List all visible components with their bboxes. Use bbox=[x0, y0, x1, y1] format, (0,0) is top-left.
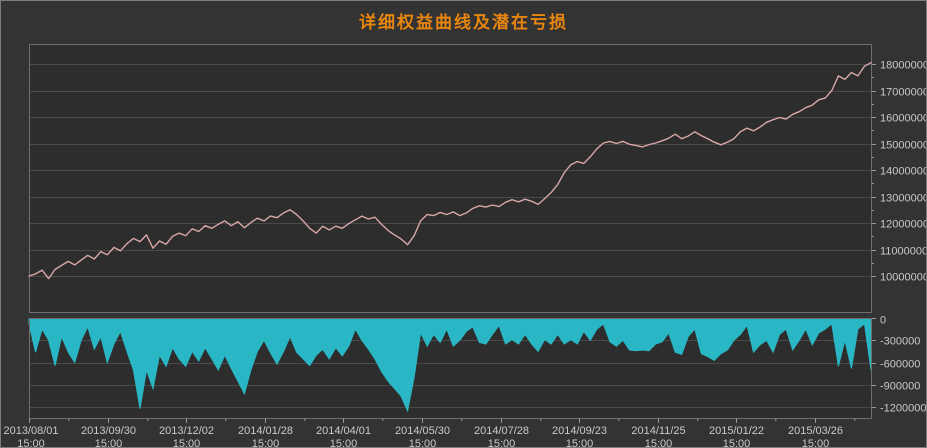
x-tick-label-date: 2013/08/01 bbox=[3, 425, 58, 437]
y-tick-label: 17000000 bbox=[880, 87, 927, 99]
y-tick-label: 13000000 bbox=[880, 193, 927, 205]
x-tick-label-time: 15:00 bbox=[566, 438, 594, 448]
x-tick-label-time: 15:00 bbox=[488, 438, 516, 448]
x-tick-label-date: 2014/04/01 bbox=[316, 425, 371, 437]
chart-title: 详细权益曲线及潜在亏损 bbox=[359, 13, 568, 32]
x-tick-label-date: 2014/07/28 bbox=[474, 425, 529, 437]
x-tick-label-date: 2013/09/30 bbox=[81, 425, 136, 437]
y-tick-label: -900000 bbox=[880, 381, 920, 393]
x-tick-label-time: 15:00 bbox=[173, 438, 201, 448]
x-tick-label-time: 15:00 bbox=[95, 438, 123, 448]
drawdown-area bbox=[28, 318, 872, 413]
x-tick-label-time: 15:00 bbox=[802, 438, 830, 448]
x-tick-label-date: 2015/01/22 bbox=[709, 425, 764, 437]
x-tick-label-time: 15:00 bbox=[252, 438, 280, 448]
y-tick-label: 10000000 bbox=[880, 272, 927, 284]
drawdown-plot-border bbox=[29, 318, 872, 419]
x-tick-label-time: 15:00 bbox=[17, 438, 45, 448]
equity-plot-area bbox=[29, 44, 871, 312]
y-tick-label: -1200000 bbox=[880, 403, 927, 415]
y-tick-label: -600000 bbox=[880, 359, 920, 371]
y-tick-label: 12000000 bbox=[880, 219, 927, 231]
x-tick-label-date: 2014/11/25 bbox=[631, 425, 685, 437]
x-tick-label-time: 15:00 bbox=[645, 438, 673, 448]
y-tick-label: 18000000 bbox=[880, 60, 927, 72]
y-tick-label: 16000000 bbox=[880, 113, 927, 125]
x-tick-label-date: 2014/09/23 bbox=[552, 425, 607, 437]
y-tick-label: -300000 bbox=[880, 336, 920, 348]
x-tick-label-date: 2013/12/02 bbox=[159, 425, 214, 437]
y-tick-label: 11000000 bbox=[880, 246, 927, 258]
y-tick-label: 14000000 bbox=[880, 166, 927, 178]
equity-line bbox=[28, 62, 872, 280]
x-tick-label-time: 15:00 bbox=[409, 438, 437, 448]
y-tick-label: 0 bbox=[880, 315, 886, 327]
x-tick-label-time: 15:00 bbox=[723, 438, 751, 448]
x-tick-label-date: 2015/03/26 bbox=[788, 425, 843, 437]
equity-plot-border bbox=[29, 44, 872, 313]
y-tick-label: 15000000 bbox=[880, 140, 927, 152]
x-tick-label-time: 15:00 bbox=[330, 438, 358, 448]
x-tick-label-date: 2014/01/28 bbox=[238, 425, 293, 437]
x-tick-label-date: 2014/05/30 bbox=[395, 425, 450, 437]
